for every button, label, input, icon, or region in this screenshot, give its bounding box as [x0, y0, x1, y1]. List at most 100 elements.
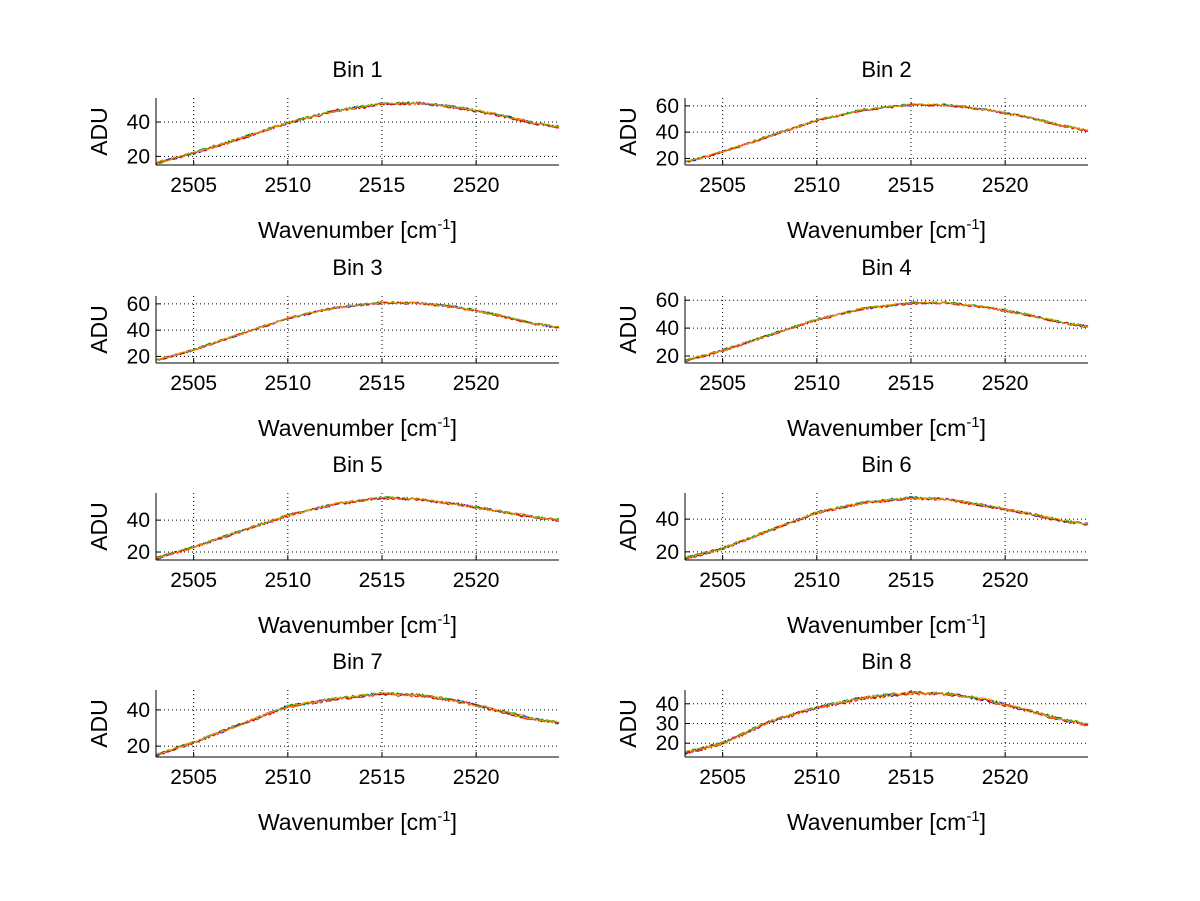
series-line-4: [684, 301, 1089, 362]
x-tick-label: 2515: [888, 569, 935, 592]
x-tick-label: 2510: [264, 766, 311, 789]
y-tick-label: 30: [656, 713, 679, 736]
plot-area: [685, 98, 1088, 165]
y-axis-label: ADU: [615, 107, 641, 156]
x-tick-label: 2520: [982, 174, 1029, 197]
x-axis-label: Wavenumber [cm-1]: [258, 414, 457, 441]
plot-area: [685, 493, 1088, 560]
y-tick-label: 20: [127, 345, 150, 368]
series-line-4: [685, 496, 1089, 559]
y-axis-label: ADU: [615, 305, 641, 354]
series-line-4: [155, 301, 560, 361]
y-tick-label: 40: [127, 699, 150, 722]
chart-title: Bin 5: [332, 452, 382, 477]
x-axis-label: Wavenumber [cm-1]: [787, 611, 986, 638]
y-axis-label: ADU: [86, 107, 112, 156]
x-tick-label: 2515: [359, 766, 406, 789]
y-axis-label: ADU: [615, 699, 641, 748]
x-tick-label: 2520: [982, 372, 1029, 395]
y-tick-label: 60: [656, 95, 679, 118]
x-tick-label: 2510: [264, 372, 311, 395]
chart-title: Bin 7: [332, 649, 382, 674]
x-tick-label: 2510: [793, 372, 840, 395]
x-axis-label: Wavenumber [cm-1]: [787, 414, 986, 441]
plot-area: [156, 690, 559, 757]
y-tick-label: 40: [127, 111, 150, 134]
y-axis-label: ADU: [86, 305, 112, 354]
y-tick-label: 40: [656, 508, 679, 531]
x-tick-label: 2505: [699, 569, 746, 592]
x-tick-label: 2520: [453, 174, 500, 197]
x-axis-label: Wavenumber [cm-1]: [258, 611, 457, 638]
x-axis-label: Wavenumber [cm-1]: [258, 216, 457, 243]
x-tick-label: 2515: [359, 372, 406, 395]
subplot-grid: 2505 2510 2515 2520 20 40 Bin 1 Wavenumber [cm-…: [86, 57, 1089, 835]
series-line-4: [155, 496, 560, 560]
x-tick-label: 2510: [793, 766, 840, 789]
y-tick-label: 40: [656, 121, 679, 144]
y-tick-label: 40: [127, 319, 150, 342]
x-tick-label: 2510: [264, 174, 311, 197]
x-tick-label: 2520: [982, 569, 1029, 592]
plot-area: [156, 493, 559, 560]
x-tick-label: 2515: [888, 174, 935, 197]
chart-title: Bin 1: [332, 57, 382, 82]
x-tick-label: 2510: [264, 569, 311, 592]
x-tick-label: 2505: [699, 372, 746, 395]
y-tick-label: 20: [656, 732, 679, 755]
x-tick-label: 2505: [170, 372, 217, 395]
subplot-5: 2505 2510 2515 2520 20 40 Bin 5 Wavenumber [cm-…: [86, 452, 560, 638]
x-tick-label: 2510: [793, 569, 840, 592]
x-axis-label: Wavenumber [cm-1]: [787, 808, 986, 835]
chart-title: Bin 2: [861, 57, 911, 82]
x-tick-label: 2505: [170, 569, 217, 592]
y-axis-label: ADU: [86, 502, 112, 551]
x-tick-label: 2505: [170, 766, 217, 789]
subplot-7: 2505 2510 2515 2520 20 40 Bin 7 Wavenumber [cm-…: [86, 649, 560, 835]
subplot-2: 2505 2510 2515 2520 20 40 60 Bin 2 Wavenumber [c…: [615, 57, 1089, 243]
series-line-4: [155, 101, 560, 164]
series-line-4: [684, 102, 1089, 163]
chart-title: Bin 8: [861, 649, 911, 674]
x-tick-label: 2515: [359, 569, 406, 592]
x-tick-label: 2520: [982, 766, 1029, 789]
chart-title: Bin 6: [861, 452, 911, 477]
y-tick-label: 60: [656, 289, 679, 312]
y-tick-label: 20: [127, 541, 150, 564]
y-tick-label: 60: [127, 293, 150, 316]
y-tick-label: 20: [656, 541, 679, 564]
y-tick-label: 20: [127, 735, 150, 758]
y-axis-label: ADU: [86, 699, 112, 748]
plot-area: [156, 296, 559, 363]
x-tick-label: 2520: [453, 766, 500, 789]
plot-area: [685, 690, 1088, 757]
y-tick-label: 40: [127, 509, 150, 532]
y-tick-label: 40: [656, 693, 679, 716]
subplot-3: 2505 2510 2515 2520 20 40 60 Bin 3 Wavenumber [c…: [86, 255, 560, 441]
x-tick-label: 2520: [453, 372, 500, 395]
series-line-4: [155, 691, 560, 756]
x-tick-label: 2510: [793, 174, 840, 197]
series-line-4: [684, 691, 1089, 754]
chart-title: Bin 4: [861, 255, 911, 280]
x-tick-label: 2505: [699, 174, 746, 197]
x-tick-label: 2515: [888, 372, 935, 395]
x-tick-label: 2515: [888, 766, 935, 789]
x-axis-label: Wavenumber [cm-1]: [787, 216, 986, 243]
x-tick-label: 2505: [170, 174, 217, 197]
subplot-4: 2505 2510 2515 2520 20 40 60 Bin 4 Wavenumber [c…: [615, 255, 1089, 441]
x-axis-label: Wavenumber [cm-1]: [258, 808, 457, 835]
y-tick-label: 40: [656, 317, 679, 340]
x-tick-label: 2515: [359, 174, 406, 197]
x-tick-label: 2505: [699, 766, 746, 789]
plot-area: [156, 98, 559, 165]
subplot-1: 2505 2510 2515 2520 20 40 Bin 1 Wavenumber [cm-…: [86, 57, 560, 243]
subplot-6: 2505 2510 2515 2520 20 40 Bin 6 Wavenumber [cm-…: [615, 452, 1089, 638]
y-axis-label: ADU: [615, 502, 641, 551]
y-tick-label: 20: [656, 147, 679, 170]
y-tick-label: 20: [127, 145, 150, 168]
y-tick-label: 20: [656, 345, 679, 368]
chart-title: Bin 3: [332, 255, 382, 280]
